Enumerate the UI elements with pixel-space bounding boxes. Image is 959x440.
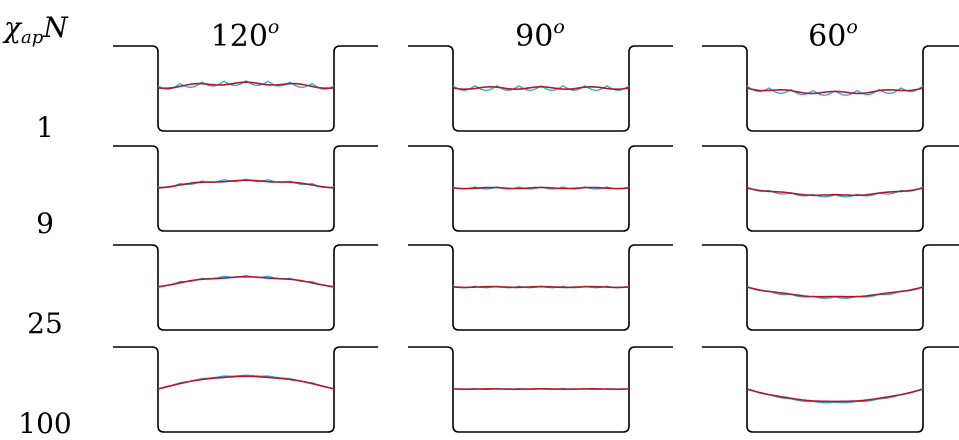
profile-red — [747, 287, 923, 297]
profile-red — [158, 82, 334, 88]
trench-wall — [113, 245, 378, 330]
profile-red — [747, 88, 923, 94]
trench-wall — [113, 46, 378, 131]
profile-red — [747, 188, 923, 195]
profile-red — [453, 287, 629, 288]
profile-red — [453, 188, 629, 189]
profile-red — [158, 180, 334, 188]
profile-red — [158, 277, 334, 287]
trench-wall — [113, 347, 378, 432]
trench-wall — [408, 146, 673, 231]
trench-wall — [113, 146, 378, 231]
profile-red — [158, 376, 334, 389]
trench-wall — [408, 46, 673, 131]
trench-wall — [408, 245, 673, 330]
profile-red — [747, 389, 923, 401]
